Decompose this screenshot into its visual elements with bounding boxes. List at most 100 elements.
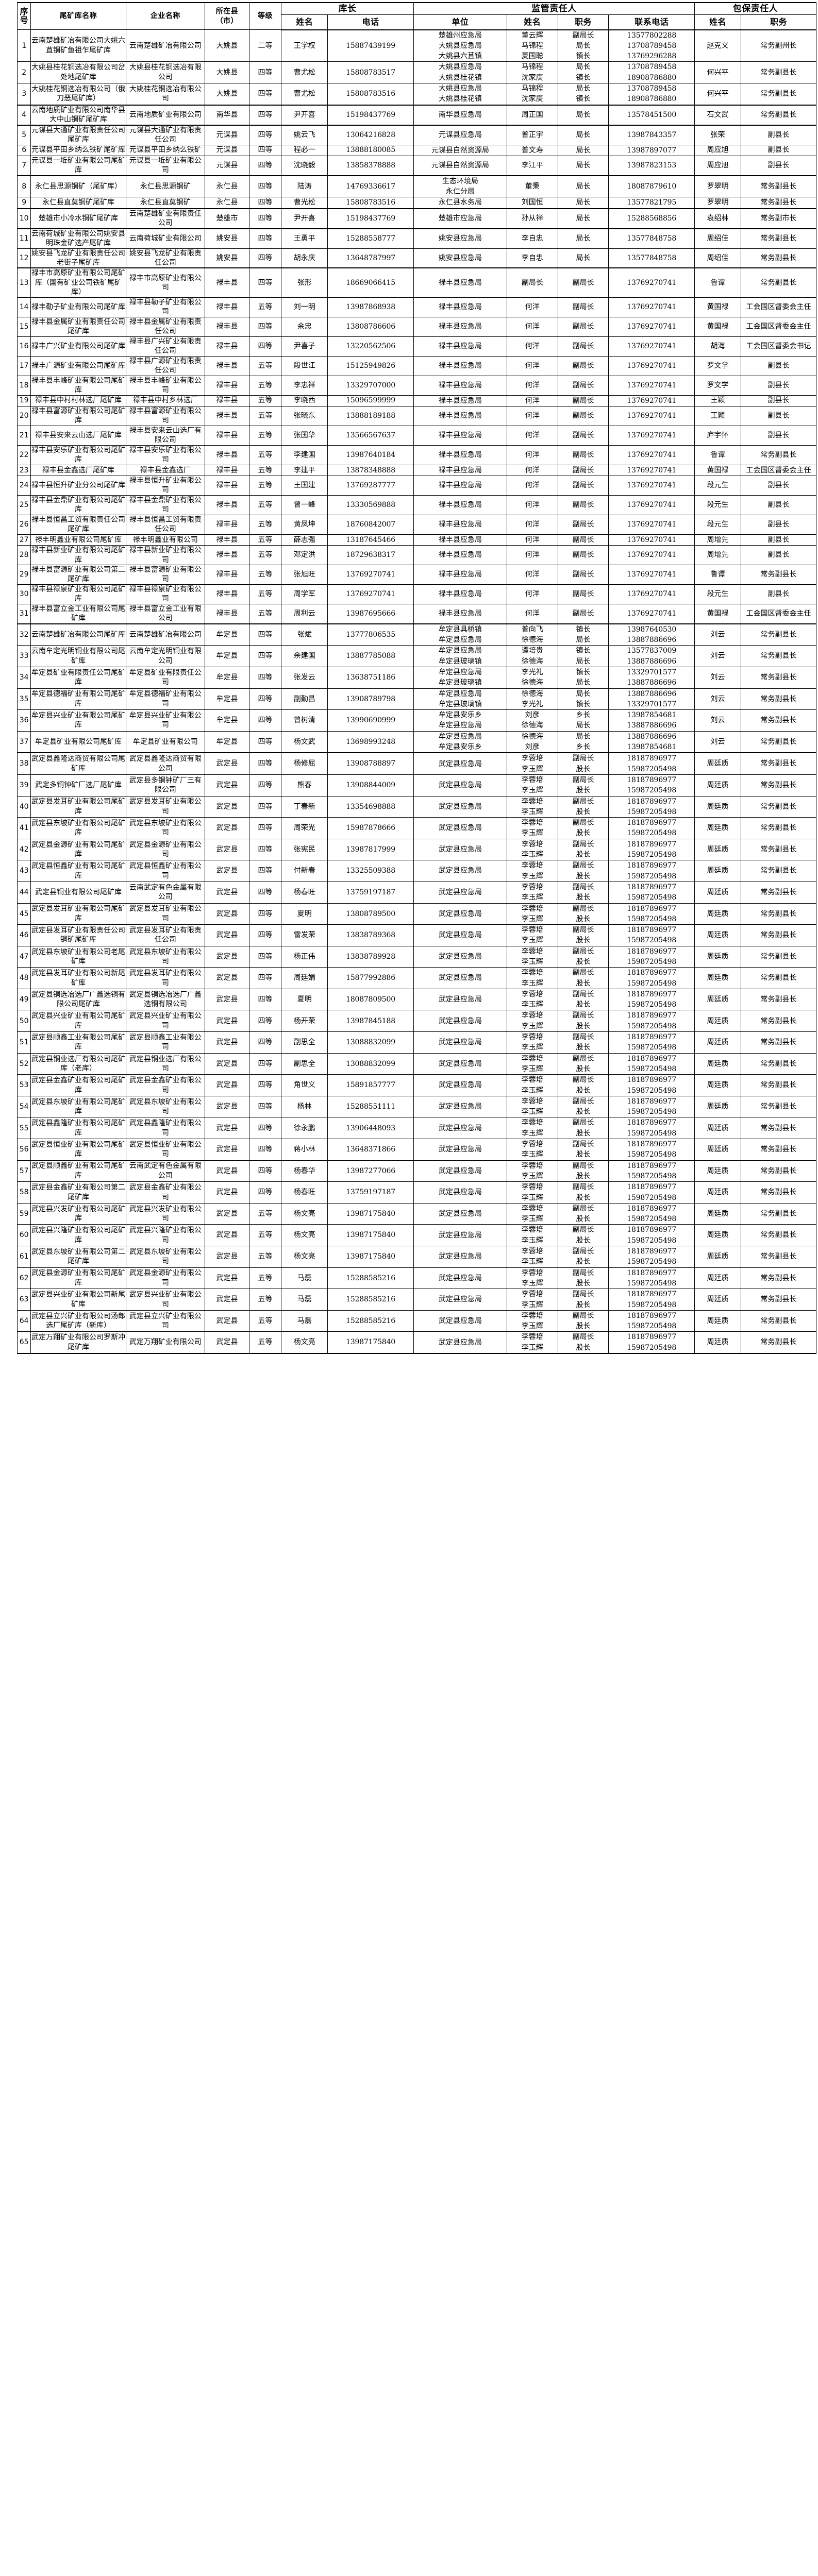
table-row[interactable]: 16 禄丰广兴矿业有限公司尾矿库 禄丰县广兴矿业有限责任公司 禄丰县 四等 尹喜子 1322… (16, 336, 816, 357)
table-row[interactable]: 49 武定县铜选冶选厂广鑫选铜有限公司尾矿库 武定县铜选冶选厂广鑫选铜有限公司 武定县… (16, 988, 816, 1011)
table-row[interactable]: 38 武定县鑫隆达商贸有限公司尾矿库 武定县鑫隆达商贸有限公司 武定县 四等 杨修屈 139… (16, 752, 816, 775)
table-row[interactable]: 48 武定县发耳矿业有限公司新尾矿库 武定县发耳矿业有限公司 武定县 四等 周廷娟 1587… (16, 967, 816, 989)
table-row[interactable]: 56 武定县恒业矿业有限公司尾矿库 武定县恒业矿业有限公司 武定县 四等 蒋小林 13648… (16, 1139, 816, 1161)
table-row[interactable]: 2 大姚县桂花铜选冶有限公司岔处地尾矿库 大姚县桂花铜选冶有限公司 大姚县 四等 曹尤松 1… (16, 61, 816, 84)
table-row[interactable]: 46 武定县发耳矿业有限责任公司铜矿尾矿库 武定县发耳矿业有限责任公司 武定县 四等 雷发… (16, 924, 816, 946)
cell-jianguan-post: 副局长 股长 (557, 1010, 609, 1032)
table-row[interactable]: 36 牟定县兴业矿业有限公司尾矿库 牟定县兴业矿业有限公司 牟定县 四等 曾树清 13990… (16, 709, 816, 732)
table-row[interactable]: 23 禄丰县金鑫选厂尾矿库 禄丰县金鑫选厂 禄丰县 五等 李建平 13878348888 禄丰… (16, 464, 816, 476)
cell-baobao-post: 常务副县长 (741, 1181, 816, 1204)
cell-jianguan-unit: 武定县应急局 (413, 860, 507, 882)
table-row[interactable]: 17 禄丰广源矿业有限公司尾矿库 禄丰县广源矿业有限责任公司 禄丰县 五等 段世江 1512… (16, 355, 816, 376)
table-row[interactable]: 43 武定县恒鑫矿业有限公司尾矿库 武定县恒鑫矿业有限公司 武定县 四等 付新春 13325… (16, 860, 816, 882)
cell-baobao-post: 副县长 (741, 355, 816, 376)
table-row[interactable]: 22 禄丰县安乐矿业有限公司尾矿库 禄丰县安乐矿业有限公司 禄丰县 五等 李建国 13987… (16, 445, 816, 465)
stacked-line: 李蓉培 (521, 1033, 543, 1042)
stacked-line: 15987205498 (627, 786, 677, 795)
table-row[interactable]: 3 大姚桂花铜选冶有限公司（俄刀恶尾矿库） 大姚桂花铜选冶有限公司 大姚县 四等 曹尤松 1… (16, 83, 816, 106)
cell-baobao-name: 黄国禄 (694, 603, 741, 624)
stacked-line: 18908786880 (627, 95, 677, 104)
table-row[interactable]: 4 云南地质矿业有限公司南华县大中山铜矿尾矿库 云南地质矿业有限公司 南华县 四等 尹开喜… (16, 105, 816, 126)
cell-grade: 四等 (248, 881, 282, 904)
stacked-line: 股长 (576, 1258, 591, 1266)
cell-jianguan-name: 李蓉培 李玉辉 (506, 795, 558, 818)
table-row[interactable]: 65 武定万翔矿业有限公司罗斯冲尾矿库 武定万翔矿业有限公司 武定县 五等 杨文亮 1398… (16, 1331, 816, 1354)
cell-jianguan-unit: 大姚县应急局 大姚县桂花镇 (413, 83, 507, 106)
table-row[interactable]: 45 武定县发耳矿业有限公司尾矿库 武定县发耳矿业有限公司 武定县 四等 夏明 138087… (16, 903, 816, 925)
table-row[interactable]: 18 禄丰县丰峰矿业有限公司尾矿库 禄丰县丰峰矿业有限公司 禄丰县 五等 李忠祥 13329… (16, 375, 816, 396)
stacked-line: 何洋 (525, 481, 540, 490)
cell-grade: 五等 (248, 534, 282, 546)
cell-baobao-post: 常务副县长 (741, 752, 816, 775)
table-row[interactable]: 32 云南楚雄矿冶有限公司尾矿库 云南楚雄矿冶有限公司 牟定县 四等 张斌 13777806… (16, 623, 816, 646)
table-row[interactable]: 41 武定县东坡矿业有限公司尾矿库 武定县东坡矿业有限公司 武定县 四等 周荣光 15987… (16, 817, 816, 839)
cell-grade: 五等 (248, 495, 282, 515)
table-row[interactable]: 50 武定县兴业矿业有限公司尾矿库 武定县兴业矿业有限公司 武定县 四等 杨开荣 13987… (16, 1010, 816, 1032)
table-row[interactable]: 34 牟定县矿业有限责任公司尾矿库 牟定县矿业有限责任公司 牟定县 四等 张发云 13638… (16, 666, 816, 689)
table-row[interactable]: 42 武定县金源矿业有限公司尾矿库 武定县金源矿业有限公司 武定县 四等 张宪民 13987… (16, 838, 816, 861)
cell-baobao-post: 副县长 (741, 144, 816, 156)
table-row[interactable]: 19 禄丰县中村村林选厂尾矿库 禄丰县中村乡林选厂 禄丰县 五等 李晓西 150965999… (16, 395, 816, 406)
table-row[interactable]: 27 禄丰明鑫业有限公司尾矿库 禄丰明鑫业有限公司 禄丰县 五等 薛志强 131876454… (16, 534, 816, 546)
table-row[interactable]: 7 元谋县一坵矿业有限公司尾矿库 元谋县一坵矿业有限公司 元谋县 四等 沈晓毅 138583… (16, 155, 816, 176)
table-row[interactable]: 30 禄丰县禄泉矿业有限公司尾矿库 禄丰县禄泉矿业有限公司 禄丰县 五等 周学军 13769… (16, 584, 816, 604)
cell-jianguan-post: 副局长 (557, 297, 609, 317)
cell-seq: 61 (16, 1246, 31, 1268)
stacked-line: 18187896977 (627, 904, 677, 913)
table-row[interactable]: 12 姚安县飞龙矿业有限责任公司老街子尾矿库 姚安县飞龙矿业有限责任公司 姚安县 四等胡… (16, 248, 816, 269)
table-row[interactable]: 44 武定县铜业有限公司尾矿库 云南武定有色金属有限公司 武定县 四等 杨春旺 137591… (16, 881, 816, 904)
table-row[interactable]: 9 永仁县直莫铜矿尾矿库 永仁县直莫铜矿 永仁县 四等 曹光松 15808783516 永仁县… (16, 197, 816, 209)
cell-kuzhang-name: 沈晓毅 (281, 155, 328, 176)
cell-baobao-name: 黄国禄 (694, 297, 741, 317)
table-row[interactable]: 21 禄丰县安来云山选厂尾矿库 禄丰县安来云山选厂有限公司 禄丰县 五等 张国华 13566… (16, 425, 816, 446)
table-row[interactable]: 62 武定县金源矿业有限公司尾矿库 武定县金源矿业有限公司 武定县 五等 马磊 152885… (16, 1267, 816, 1290)
table-row[interactable]: 61 武定县东坡矿业有限公司第二尾矿库 武定县东坡矿业有限公司 武定县 五等 杨文亮 139… (16, 1246, 816, 1268)
table-row[interactable]: 58 武定县金鑫矿业有限公司第二尾矿库 武定县金鑫矿业有限公司 武定县 四等 杨春旺 137… (16, 1181, 816, 1204)
table-row[interactable]: 52 武定县铜业选厂有限公司尾矿库（老库） 武定县铜业选厂有限公司 武定县 四等 副思全 1… (16, 1053, 816, 1075)
table-row[interactable]: 20 禄丰县富源矿业有限公司尾矿库 禄丰县富源矿业有限公司 禄丰县 五等 张晓东 13888… (16, 405, 816, 426)
cell-kuzhang-phone: 15877992886 (327, 967, 414, 989)
table-row[interactable]: 51 武定县顺鑫工业有限公司尾矿库 武定县顺鑫工业有限公司 武定县 四等 副思全 13088… (16, 1031, 816, 1054)
table-row[interactable]: 8 永仁县思源铜矿（尾矿库） 永仁县思源铜矿 永仁县 四等 陆涛 14769336617 生态… (16, 175, 816, 198)
cell-grade: 四等 (248, 1160, 282, 1182)
table-row[interactable]: 39 武定多铜钟矿厂选厂尾矿库 武定县多铜钟矿厂三有限公司 武定县 四等 熊春 139088… (16, 774, 816, 796)
cell-grade: 四等 (248, 645, 282, 667)
table-row[interactable]: 37 牟定县矿业有限公司尾矿库 牟定县矿业有限公司 牟定县 四等 杨文武 136989932… (16, 731, 816, 754)
table-row[interactable]: 40 武定县发耳矿业有限公司尾矿库 武定县发耳矿业有限公司 武定县 四等 丁春新 13354… (16, 795, 816, 818)
table-row[interactable]: 55 武定县鑫隆矿业有限公司尾矿库 武定县鑫隆矿业有限公司 武定县 四等 徐永鹏 13906… (16, 1117, 816, 1140)
table-row[interactable]: 64 武定县立兴矿业有限公司汤郎选厂尾矿库（新库） 武定县立兴矿业有限公司 武定县 五等… (16, 1310, 816, 1332)
table-row[interactable]: 11 云南荷城矿业有限公司姚安县明珠金矿选产尾矿库 云南荷城矿业有限公司 姚安县 四等王… (16, 228, 816, 249)
table-row[interactable]: 60 武定县兴隆矿业有限公司尾矿库 武定县兴隆矿业有限公司 武定县 五等 杨文亮 13987… (16, 1224, 816, 1247)
table-row[interactable]: 5 元谋县大通矿业有限责任公司尾矿库 元谋县大通矿业有限责任公司 元谋县 四等 姚云飞 13… (16, 125, 816, 145)
table-row[interactable]: 59 武定县兴发矿业有限公司尾矿库 武定县兴发矿业有限公司 武定县 五等 杨文亮 13987… (16, 1202, 816, 1225)
cell-jianguan-post: 副局长 (557, 564, 609, 585)
table-row[interactable]: 28 禄丰县新业矿业有限公司尾矿库 禄丰县新业矿业有限公司 禄丰县 五等 邓定洪 18729… (16, 545, 816, 565)
stacked-line: 局长 (576, 636, 591, 645)
table-row[interactable]: 10 楚雄市小冷水铜矿尾矿库 云南楚雄矿业有限责任公司 楚雄市 四等 尹开喜 1519843… (16, 208, 816, 229)
table-row[interactable]: 14 禄丰勒子矿业有限公司尾矿库 禄丰县勒子矿业有限公司 禄丰县 五等 刘一明 139878… (16, 297, 816, 317)
table-row[interactable]: 54 武定县东坡矿业有限公司尾矿库 武定县东坡矿业有限公司 武定县 四等 杨林 152885… (16, 1095, 816, 1118)
table-row[interactable]: 53 武定县金鑫矿业有限公司尾矿库 武定县金鑫矿业有限公司 武定县 四等 角世义 15891… (16, 1074, 816, 1096)
cell-jianguan-name: 李蓉培 李玉辉 (506, 1310, 558, 1332)
table-row[interactable]: 29 禄丰县富源矿业有限公司第二尾矿库 禄丰县富源矿业有限公司 禄丰县 五等 张旭旺 137… (16, 564, 816, 585)
stacked-line: 李玉辉 (521, 872, 543, 880)
table-row[interactable]: 1 云南楚雄矿冶有限公司大姚六苴铜矿鱼祖乍尾矿库 云南楚雄矿冶有限公司 大姚县 二等 王学… (16, 29, 816, 62)
table-row[interactable]: 26 禄丰县恒昌工贸有限责任公司尾矿库 禄丰县恒昌工贸有限责任公司 禄丰县 五等 黄凤坤 1… (16, 514, 816, 535)
table-row[interactable]: 33 云南牟定光明铜业有限公司尾矿库 云南牟定光明铜业有限公司 牟定县 四等 余建国 138… (16, 645, 816, 667)
table-row[interactable]: 24 禄丰县恒升矿业分公司尾矿库 禄丰县恒升矿业有限公司 禄丰县 五等 王国建 137692… (16, 475, 816, 496)
table-row[interactable]: 25 禄丰县金鼎矿业有限公司尾矿库 禄丰县金鼎矿业有限公司 禄丰县 五等 曾一峰 13330… (16, 495, 816, 515)
stacked-line: 13887886696 (627, 732, 677, 741)
table-row[interactable]: 31 禄丰县富立金工业有限公司尾矿库 禄丰县富立金工业有限公司 禄丰县 五等 周利云 139… (16, 603, 816, 624)
table-row[interactable]: 6 元谋县平田乡纳么铁矿尾矿库 元谋县平田乡纳么铁矿 元谋县 四等 程必一 13888180… (16, 144, 816, 156)
stacked-line: 何洋 (525, 323, 540, 331)
cell-jianguan-post: 副局长 股长 (557, 1331, 609, 1354)
stacked-line: 李蓉培 (521, 1290, 543, 1299)
table-row[interactable]: 63 武定县兴业矿业有限公司新尾矿库 武定县兴业矿业有限公司 武定县 五等 马磊 15288… (16, 1289, 816, 1311)
table-row[interactable]: 13 禄丰市高原矿业有限公司尾矿库（国有矿业公司铁矿尾矿库） 禄丰市高原矿业有限公司… (16, 267, 816, 298)
cell-grade: 五等 (248, 375, 282, 396)
cell-mine-name: 武定县鑫隆矿业有限公司尾矿库 (30, 1117, 126, 1140)
table-row[interactable]: 35 牟定县德福矿业有限公司尾矿库 牟定县德福矿业有限公司 牟定县 四等 副勤昌 13908… (16, 688, 816, 710)
table-row[interactable]: 47 武定县东坡矿业有限公司老尾矿库 武定县东坡矿业有限公司 武定县 四等 杨正伟 1383… (16, 945, 816, 968)
table-row[interactable]: 15 禄丰县金属矿业有限责任公司尾矿库 禄丰县金属矿业有限责任公司 禄丰县 四等 余忠 13… (16, 316, 816, 337)
table-row[interactable]: 57 武定县顺鑫矿业有限公司尾矿库 云南武定有色金属有限公司 武定县 四等 杨春华 1398… (16, 1160, 816, 1182)
